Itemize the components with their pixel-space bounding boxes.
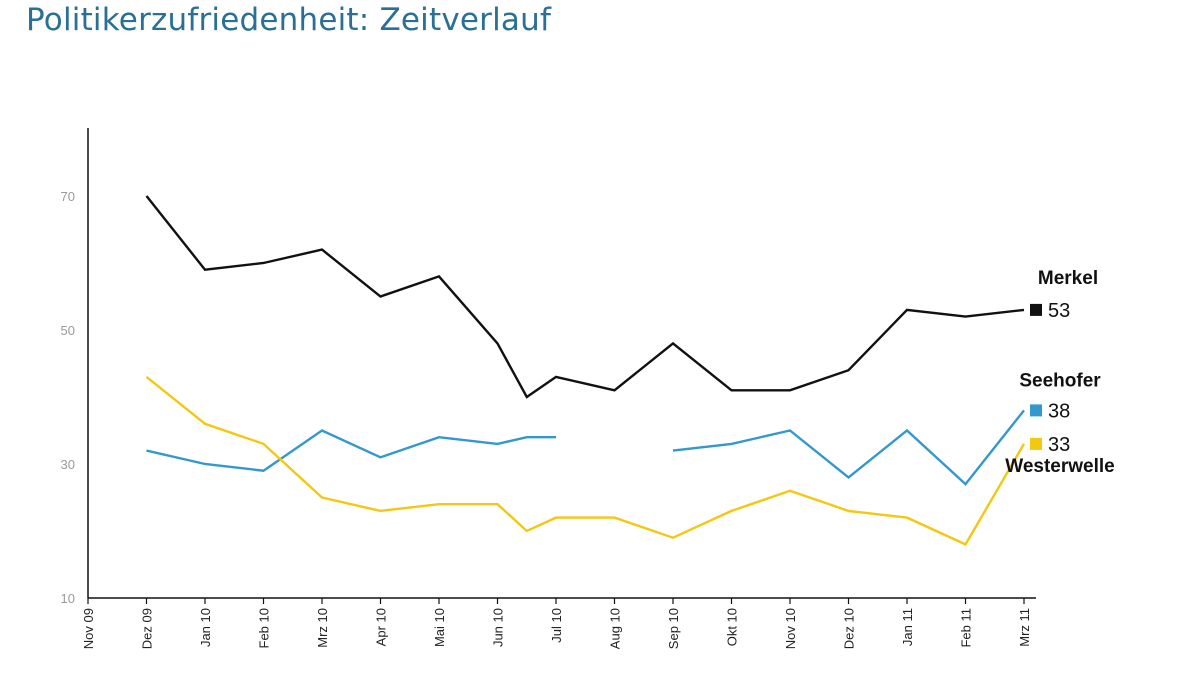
x-tick-label: Jan 10: [198, 608, 213, 647]
y-tick-group: 10 30 50 70: [61, 189, 75, 606]
x-tick-label: Jun 10: [491, 608, 506, 647]
x-tick-label: Feb 10: [257, 608, 272, 648]
series-line-seehofer: [146, 429, 556, 472]
x-tick-label: Jul 10: [549, 608, 564, 643]
chart-axes: [87, 128, 1036, 599]
end-value-seehofer: 38: [1048, 400, 1070, 422]
x-tick-label: Mrz 11: [1017, 608, 1032, 647]
x-tick-label: Aug 10: [608, 608, 623, 649]
y-tick-label: 50: [61, 323, 75, 338]
end-marker-merkel: [1030, 303, 1042, 316]
x-tick-label: Mrz 10: [315, 608, 330, 648]
y-tick-label: 70: [61, 189, 75, 204]
y-tick-label: 30: [61, 457, 75, 472]
end-value-westerwelle: 33: [1048, 434, 1070, 456]
page-title: Politikerzufriedenheit: Zeitverlauf: [26, 2, 552, 38]
series-line-seehofer: [672, 409, 1025, 486]
series-line-group: [145, 195, 1026, 546]
x-tick-label: Dez 09: [140, 608, 155, 649]
x-tick-label: Mai 10: [432, 608, 447, 647]
end-marker-westerwelle: [1030, 437, 1042, 450]
series-line-merkel: [145, 195, 1025, 399]
y-tick-label: 10: [61, 591, 75, 606]
x-tick-label: Apr 10: [374, 608, 389, 646]
x-tick-label: Sep 10: [666, 608, 681, 649]
x-tick-label: Nov 10: [783, 608, 798, 649]
x-tick-label: Feb 11: [959, 608, 974, 648]
series-name-seehofer: Seehofer: [1019, 370, 1101, 391]
series-name-merkel: Merkel: [1038, 268, 1098, 289]
x-tick-label: Dez 10: [842, 608, 857, 649]
x-tick-label: Okt 10: [725, 608, 740, 646]
series-name-westerwelle: Westerwelle: [1005, 456, 1114, 477]
x-tick-label: Nov 09: [81, 608, 96, 649]
x-tick-group: Nov 09 Dez 09 Jan 10 Feb 10 Mrz 10 Apr 10 Mai …: [81, 598, 1032, 649]
end-marker-seehofer: [1030, 404, 1042, 417]
end-value-merkel: 53: [1048, 300, 1070, 322]
series-line-westerwelle: [145, 375, 1026, 546]
x-tick-label: Jan 11: [900, 608, 915, 646]
